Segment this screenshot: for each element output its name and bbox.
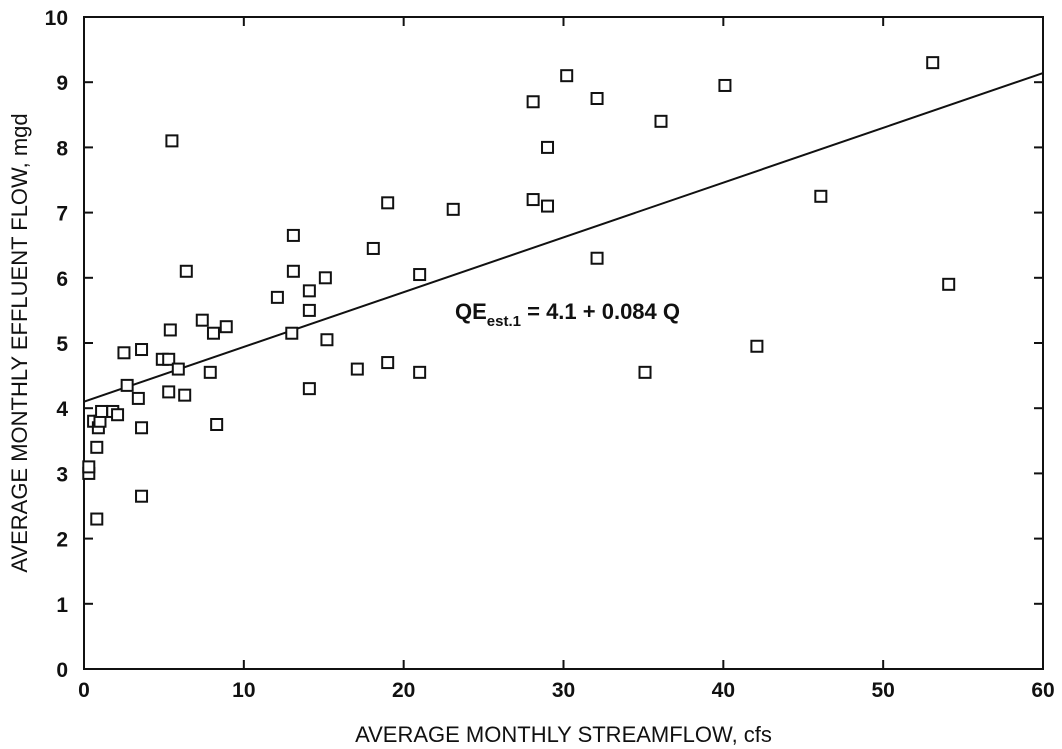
data-point (638, 365, 652, 379)
data-point (95, 404, 109, 418)
data-point (135, 421, 149, 435)
y-tick-label: 4 (56, 398, 68, 421)
data-point (286, 228, 300, 242)
data-point (90, 512, 104, 526)
data-point (590, 92, 604, 105)
axis-ticks (83, 16, 1044, 670)
data-point (526, 193, 540, 207)
data-point (270, 290, 284, 304)
equation-rest: = 4.1 + 0.084 Q (521, 299, 680, 324)
data-point (381, 356, 395, 370)
x-tick-label: 30 (552, 679, 575, 702)
x-tick-label: 60 (1031, 679, 1054, 702)
equation-main: QE (455, 299, 487, 324)
data-point (526, 95, 540, 109)
equation-subscript: est.1 (487, 313, 521, 330)
data-point (942, 277, 956, 291)
data-point (131, 391, 145, 405)
data-point (302, 284, 316, 298)
data-point (171, 362, 185, 376)
data-point (219, 320, 233, 334)
y-tick-label: 8 (56, 137, 68, 160)
data-point (814, 189, 828, 203)
data-point (111, 408, 125, 422)
y-tick-label: 7 (56, 203, 68, 226)
data-point (135, 489, 149, 503)
x-tick-label: 20 (392, 679, 415, 702)
data-point (179, 264, 193, 278)
data-points (82, 56, 956, 526)
regression-line-group (83, 72, 1044, 403)
data-point (366, 241, 380, 255)
data-point (350, 362, 364, 376)
data-point (381, 196, 395, 210)
x-tick-label: 50 (871, 679, 894, 702)
data-point (926, 56, 940, 70)
y-axis-label: AVERAGE MONTHLY EFFLUENT FLOW, mgd (7, 113, 32, 572)
y-tick-label: 6 (56, 268, 68, 291)
plot-frame (83, 16, 1044, 670)
axis-tick-labels: 0 10 20 30 40 50 60 0 1 2 3 4 5 6 7 8 9 10 (45, 7, 1055, 702)
y-tick-label: 10 (45, 7, 68, 30)
y-tick-label: 3 (56, 463, 68, 486)
x-tick-label: 0 (78, 679, 90, 702)
y-tick-label: 0 (56, 659, 68, 682)
y-tick-label: 1 (56, 594, 68, 617)
data-point (750, 339, 764, 353)
regression-line (83, 72, 1044, 403)
data-point (163, 323, 177, 337)
data-point (590, 251, 604, 265)
y-tick-label: 9 (56, 72, 68, 95)
plot-border (83, 16, 1044, 670)
data-point (541, 140, 555, 154)
data-point (318, 271, 332, 285)
data-point (135, 343, 149, 357)
data-point (541, 199, 555, 213)
data-point (195, 313, 209, 327)
data-point (162, 385, 176, 399)
regression-equation: QEest.1 = 4.1 + 0.084 Q (455, 299, 680, 330)
data-point (162, 352, 176, 366)
data-point (165, 134, 179, 148)
data-point (286, 264, 300, 278)
data-point (90, 440, 104, 454)
data-point (120, 378, 134, 392)
data-point (718, 78, 732, 92)
data-point (560, 69, 574, 83)
data-point (285, 326, 299, 340)
data-point (654, 114, 668, 128)
data-point (413, 365, 427, 379)
x-axis-label: AVERAGE MONTHLY STREAMFLOW, cfs (355, 722, 772, 747)
x-tick-label: 40 (712, 679, 735, 702)
data-point (302, 382, 316, 396)
data-point (206, 326, 220, 340)
y-tick-label: 2 (56, 529, 68, 552)
data-point (210, 418, 224, 431)
y-tick-label: 5 (56, 333, 68, 356)
data-point (413, 268, 427, 282)
data-point (117, 346, 131, 360)
data-point (302, 303, 316, 317)
data-point (203, 365, 217, 379)
data-point (446, 202, 460, 216)
data-point (178, 388, 192, 402)
x-tick-label: 10 (232, 679, 255, 702)
data-point (82, 460, 96, 474)
data-point (320, 333, 334, 347)
